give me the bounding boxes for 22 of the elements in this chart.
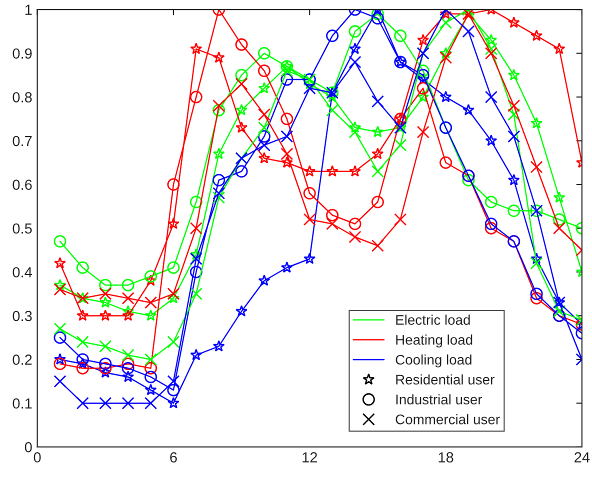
y-tick-label: 0.7 [12,136,32,146]
x-tick-label: 12 [302,452,317,462]
x-tick-label: 6 [170,452,177,463]
legend-label: Cooling load [396,354,472,368]
y-tick-label: 0 [24,442,32,452]
x-tick-label: 24 [574,452,590,462]
y-tick-label: 0.9 [12,48,32,59]
legend-label: Electric load [396,314,470,325]
x-tick-label: 0 [34,452,41,463]
y-tick-label: 0.4 [12,267,32,278]
y-tick-label: 0.6 [12,180,32,190]
y-tick-label: 0.8 [12,92,32,102]
y-tick-label: 0.5 [12,223,32,234]
y-tick-label: 0.3 [12,310,32,322]
y-tick-label: 0.2 [12,354,32,365]
y-tick-label: 1 [25,4,32,15]
y-tick-label: 0.1 [12,398,32,409]
annotation: Commercial user [396,414,500,424]
annotation: Industrial user [396,394,482,404]
legend-label: Heating load [396,334,472,348]
annotation: Residential user [396,374,494,385]
x-tick-label: 18 [438,452,454,463]
